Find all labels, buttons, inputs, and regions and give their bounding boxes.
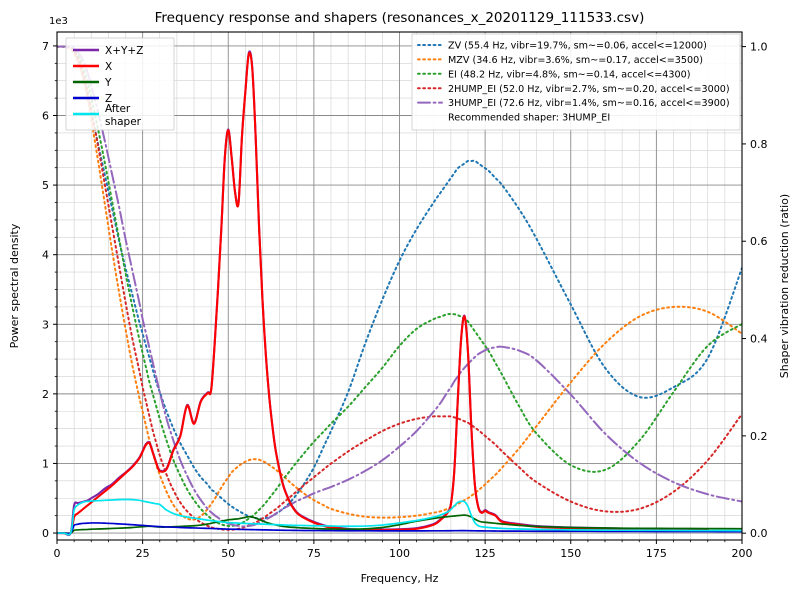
legend-right-box (411, 33, 741, 131)
x-tick-label-0: 0 (54, 547, 61, 560)
series-shaper-2hump_ei (57, 45, 742, 531)
legend-right-label-4: 3HUMP_EI (72.6 Hz, vibr=1.4%, sm~=0.16, … (448, 98, 730, 109)
legend-left-label-1: X (105, 61, 112, 73)
y-right-tick-label-1.0: 1.0 (750, 41, 768, 54)
y-right-tick-label-0.6: 0.6 (750, 235, 768, 248)
legend-right-label-0: ZV (55.4 Hz, vibr=19.7%, sm~=0.06, accel… (448, 41, 707, 52)
y-left-tick-label-7: 7 (42, 40, 49, 53)
y-left-tick-label-2: 2 (42, 388, 49, 401)
y-right-tick-label-0.4: 0.4 (750, 333, 768, 346)
legend-left-label-4: After (105, 103, 131, 115)
legend-right-label-3: 2HUMP_EI (52.0 Hz, vibr=2.7%, sm~=0.20, … (448, 84, 730, 95)
x-tick-label-25: 25 (136, 547, 150, 560)
series-shaper-mzv (57, 45, 742, 521)
y-left-exponent: 1e3 (49, 16, 68, 27)
legend-left-label-4-cont: shaper (105, 116, 142, 128)
y-left-axis-label: Power spectral density (8, 223, 21, 348)
y-left-tick-label-1: 1 (42, 457, 49, 470)
y-left-tick-label-0: 0 (42, 527, 49, 540)
y-left-tick-label-6: 6 (42, 110, 49, 123)
y-left-tick-label-4: 4 (42, 249, 49, 262)
recommended-shaper-note: Recommended shaper: 3HUMP_EI (448, 113, 610, 124)
y-right-tick-label-0.0: 0.0 (750, 527, 768, 540)
x-tick-label-100: 100 (389, 547, 410, 560)
series-psd-after-shaper (57, 498, 742, 536)
legend-left-label-3: Z (105, 93, 112, 105)
series-shaper-ei (57, 45, 742, 527)
y-right-tick-label-0.8: 0.8 (750, 138, 768, 151)
x-tick-label-125: 125 (475, 547, 496, 560)
x-tick-label-75: 75 (307, 547, 321, 560)
x-tick-label-150: 150 (560, 547, 581, 560)
x-tick-label-50: 50 (221, 547, 235, 560)
legend-right-label-1: MZV (34.6 Hz, vibr=3.6%, sm~=0.17, accel… (448, 55, 703, 66)
y-left-tick-label-5: 5 (42, 179, 49, 192)
series-psd-y (57, 514, 742, 535)
series-psd-z (57, 522, 742, 535)
x-tick-label-175: 175 (646, 547, 667, 560)
legend-left-label-0: X+Y+Z (105, 45, 143, 57)
y-right-axis-label: Shaper vibration reduction (ratio) (778, 194, 791, 378)
series-psd-x (57, 51, 709, 536)
legend-left-label-2: Y (104, 77, 112, 89)
y-right-tick-label-0.2: 0.2 (750, 430, 768, 443)
legend-right-label-2: EI (48.2 Hz, vibr=4.8%, sm~=0.14, accel<… (448, 69, 690, 80)
chart-title: Frequency response and shapers (resonanc… (155, 10, 645, 26)
x-axis-label: Frequency, Hz (361, 572, 439, 585)
x-tick-label-200: 200 (732, 547, 753, 560)
y-left-tick-label-3: 3 (42, 318, 49, 331)
